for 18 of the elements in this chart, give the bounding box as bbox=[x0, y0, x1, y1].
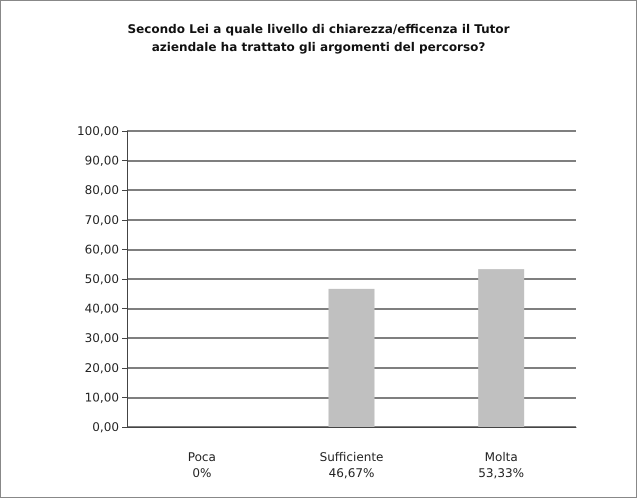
y-tick-label: 40,00 bbox=[84, 302, 119, 316]
y-tick-label: 60,00 bbox=[84, 242, 119, 256]
x-tick-label: Molta bbox=[484, 450, 518, 464]
data-label: 53,33% bbox=[478, 466, 524, 480]
y-tick-label: 50,00 bbox=[84, 272, 119, 286]
y-tick-label: 80,00 bbox=[84, 183, 119, 198]
y-tick-label: 0,00 bbox=[92, 420, 119, 434]
y-tick-label: 90,00 bbox=[84, 154, 119, 168]
y-tick-label: 10,00 bbox=[84, 390, 119, 404]
chart-title: Secondo Lei a quale livello di chiarezza/efficenza il Tutor aziendale ha trattato gli argomenti del percorso? bbox=[127, 22, 510, 54]
y-tick-label: 70,00 bbox=[84, 212, 119, 227]
y-tick-label: 100,00 bbox=[77, 124, 119, 138]
x-tick-label: Poca bbox=[188, 450, 216, 464]
y-tick-label: 20,00 bbox=[84, 360, 119, 375]
x-tick-label: Sufficiente bbox=[320, 450, 384, 464]
data-label: 46,67% bbox=[328, 466, 374, 480]
y-tick-label: 30,00 bbox=[84, 331, 119, 346]
data-label: 0% bbox=[192, 466, 212, 480]
